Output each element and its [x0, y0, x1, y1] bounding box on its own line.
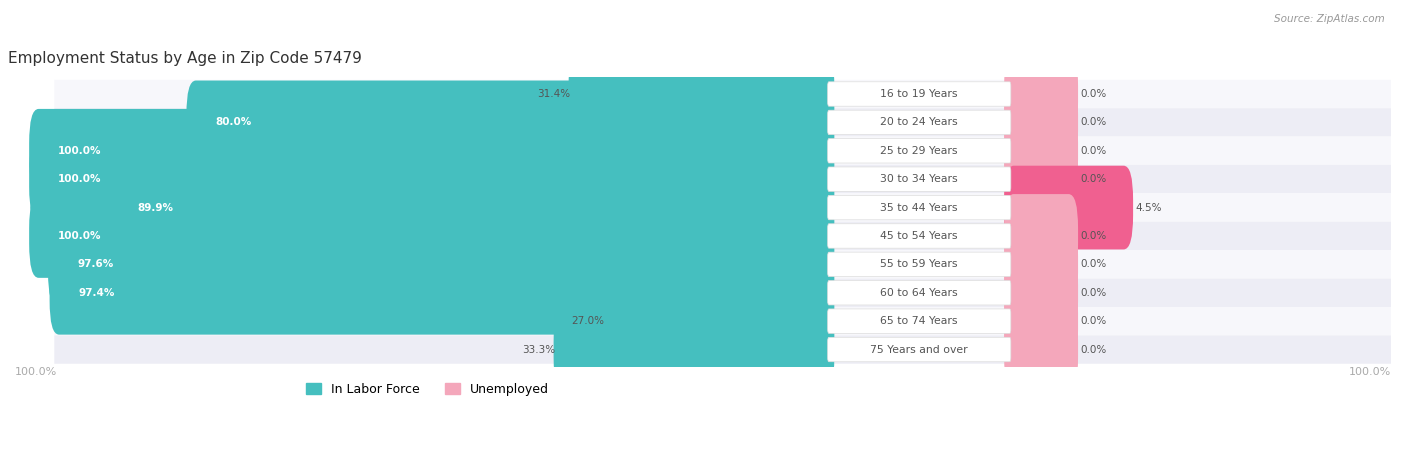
Text: 75 Years and over: 75 Years and over	[870, 345, 969, 354]
Text: 89.9%: 89.9%	[138, 202, 174, 212]
Text: 33.3%: 33.3%	[522, 345, 555, 354]
FancyBboxPatch shape	[49, 251, 834, 335]
Text: 0.0%: 0.0%	[1080, 146, 1107, 156]
FancyBboxPatch shape	[55, 307, 1406, 336]
FancyBboxPatch shape	[48, 222, 834, 306]
FancyBboxPatch shape	[55, 165, 1406, 193]
Text: 20 to 24 Years: 20 to 24 Years	[880, 117, 957, 127]
Text: 31.4%: 31.4%	[537, 89, 569, 99]
Text: 25 to 29 Years: 25 to 29 Years	[880, 146, 957, 156]
Text: Employment Status by Age in Zip Code 57479: Employment Status by Age in Zip Code 574…	[8, 51, 361, 66]
FancyBboxPatch shape	[568, 52, 834, 136]
FancyBboxPatch shape	[828, 82, 1011, 106]
FancyBboxPatch shape	[1004, 308, 1078, 391]
Text: 45 to 54 Years: 45 to 54 Years	[880, 231, 957, 241]
FancyBboxPatch shape	[55, 336, 1406, 364]
Text: Source: ZipAtlas.com: Source: ZipAtlas.com	[1274, 14, 1385, 23]
FancyBboxPatch shape	[828, 167, 1011, 191]
Text: 4.5%: 4.5%	[1136, 202, 1161, 212]
FancyBboxPatch shape	[1004, 251, 1078, 335]
Text: 35 to 44 Years: 35 to 44 Years	[880, 202, 957, 212]
Text: 55 to 59 Years: 55 to 59 Years	[880, 259, 957, 269]
Text: 0.0%: 0.0%	[1080, 117, 1107, 127]
Text: 0.0%: 0.0%	[1080, 89, 1107, 99]
Text: 97.6%: 97.6%	[77, 259, 114, 269]
FancyBboxPatch shape	[187, 81, 834, 164]
FancyBboxPatch shape	[55, 137, 1406, 165]
Text: 0.0%: 0.0%	[1080, 316, 1107, 326]
FancyBboxPatch shape	[1004, 194, 1078, 278]
FancyBboxPatch shape	[828, 337, 1011, 362]
Text: 0.0%: 0.0%	[1080, 345, 1107, 354]
Text: 30 to 34 Years: 30 to 34 Years	[880, 174, 957, 184]
FancyBboxPatch shape	[828, 281, 1011, 305]
FancyBboxPatch shape	[55, 222, 1406, 250]
FancyBboxPatch shape	[1004, 222, 1078, 306]
FancyBboxPatch shape	[828, 110, 1011, 134]
FancyBboxPatch shape	[1004, 81, 1078, 164]
Text: 60 to 64 Years: 60 to 64 Years	[880, 288, 957, 298]
FancyBboxPatch shape	[1004, 52, 1078, 136]
Text: 16 to 19 Years: 16 to 19 Years	[880, 89, 957, 99]
FancyBboxPatch shape	[554, 308, 834, 391]
Text: 0.0%: 0.0%	[1080, 288, 1107, 298]
Text: 97.4%: 97.4%	[79, 288, 115, 298]
FancyBboxPatch shape	[1004, 137, 1078, 221]
FancyBboxPatch shape	[30, 194, 834, 278]
FancyBboxPatch shape	[30, 109, 834, 193]
Text: 100.0%: 100.0%	[58, 231, 101, 241]
Text: 27.0%: 27.0%	[572, 316, 605, 326]
FancyBboxPatch shape	[30, 137, 834, 221]
Text: 0.0%: 0.0%	[1080, 174, 1107, 184]
FancyBboxPatch shape	[828, 138, 1011, 163]
FancyBboxPatch shape	[108, 166, 834, 249]
Text: 65 to 74 Years: 65 to 74 Years	[880, 316, 957, 326]
Text: 0.0%: 0.0%	[1080, 259, 1107, 269]
Legend: In Labor Force, Unemployed: In Labor Force, Unemployed	[301, 378, 554, 401]
FancyBboxPatch shape	[55, 279, 1406, 307]
FancyBboxPatch shape	[603, 279, 834, 363]
FancyBboxPatch shape	[1004, 166, 1133, 249]
FancyBboxPatch shape	[55, 250, 1406, 279]
Text: 80.0%: 80.0%	[215, 117, 252, 127]
FancyBboxPatch shape	[55, 80, 1406, 108]
Text: 100.0%: 100.0%	[1348, 367, 1391, 377]
Text: 100.0%: 100.0%	[15, 367, 58, 377]
Text: 0.0%: 0.0%	[1080, 231, 1107, 241]
Text: 100.0%: 100.0%	[58, 146, 101, 156]
FancyBboxPatch shape	[828, 252, 1011, 276]
FancyBboxPatch shape	[828, 309, 1011, 333]
FancyBboxPatch shape	[1004, 109, 1078, 193]
FancyBboxPatch shape	[828, 195, 1011, 220]
FancyBboxPatch shape	[1004, 279, 1078, 363]
FancyBboxPatch shape	[828, 224, 1011, 248]
Text: 100.0%: 100.0%	[58, 174, 101, 184]
FancyBboxPatch shape	[55, 108, 1406, 137]
FancyBboxPatch shape	[55, 193, 1406, 222]
